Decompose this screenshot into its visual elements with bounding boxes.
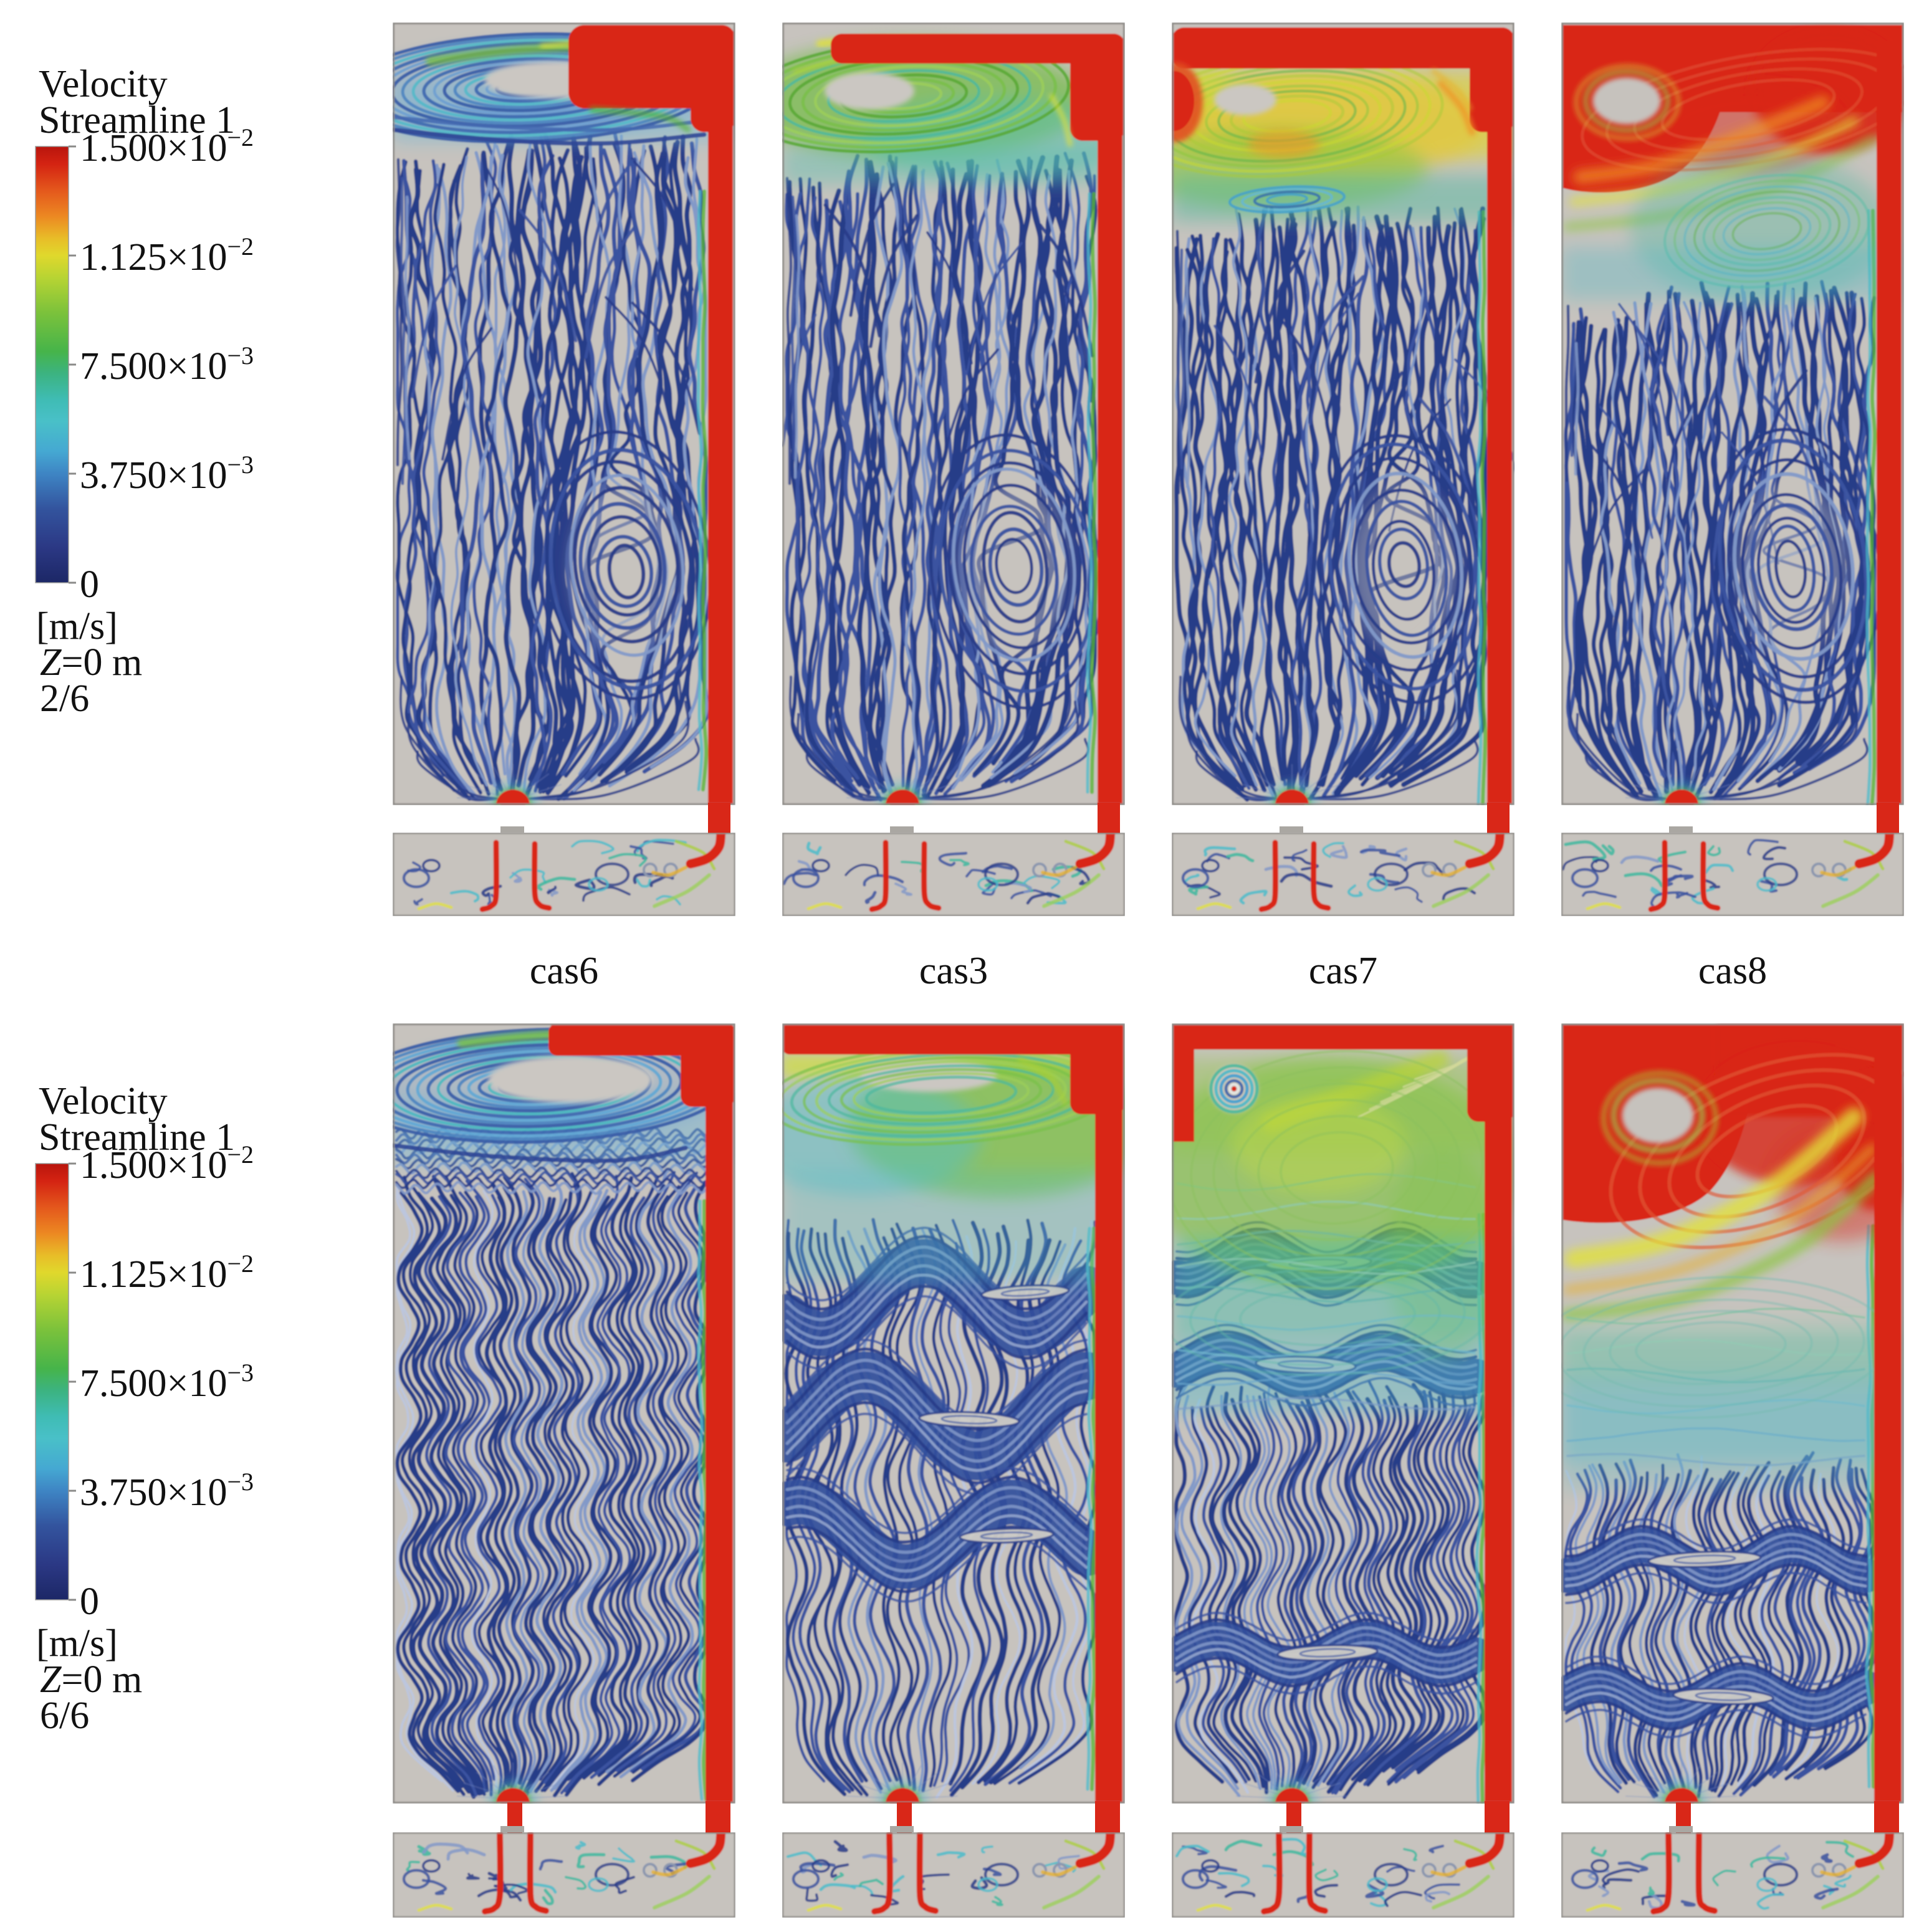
svg-text:1.125×10−2: 1.125×10−2 [80,1250,254,1296]
svg-text:6/6: 6/6 [40,1695,89,1737]
svg-text:3.750×10−3: 3.750×10−3 [80,1468,254,1514]
svg-text:Z=0 m: Z=0 m [40,641,142,684]
svg-text:3.750×10−3: 3.750×10−3 [80,451,254,497]
svg-text:cas3: cas3 [919,950,988,992]
svg-text:0: 0 [80,1581,99,1623]
svg-text:[m/s]: [m/s] [36,605,118,648]
svg-text:1.500×10−2: 1.500×10−2 [80,123,254,170]
svg-text:7.500×10−3: 7.500×10−3 [80,342,254,388]
svg-text:1.500×10−2: 1.500×10−2 [80,1141,254,1187]
svg-text:0: 0 [80,563,99,606]
svg-text:cas7: cas7 [1309,950,1377,992]
svg-text:[m/s]: [m/s] [36,1622,118,1665]
svg-text:Velocity: Velocity [39,1080,168,1122]
svg-text:cas6: cas6 [530,950,598,992]
svg-text:1.125×10−2: 1.125×10−2 [80,232,254,279]
svg-text:Velocity: Velocity [39,63,168,105]
svg-text:Z=0 m: Z=0 m [40,1658,142,1701]
svg-text:2/6: 2/6 [40,677,89,720]
svg-text:7.500×10−3: 7.500×10−3 [80,1359,254,1405]
svg-text:cas8: cas8 [1698,950,1767,992]
svg-text:Streamline 1: Streamline 1 [39,99,235,141]
svg-text:Streamline 1: Streamline 1 [39,1116,235,1159]
